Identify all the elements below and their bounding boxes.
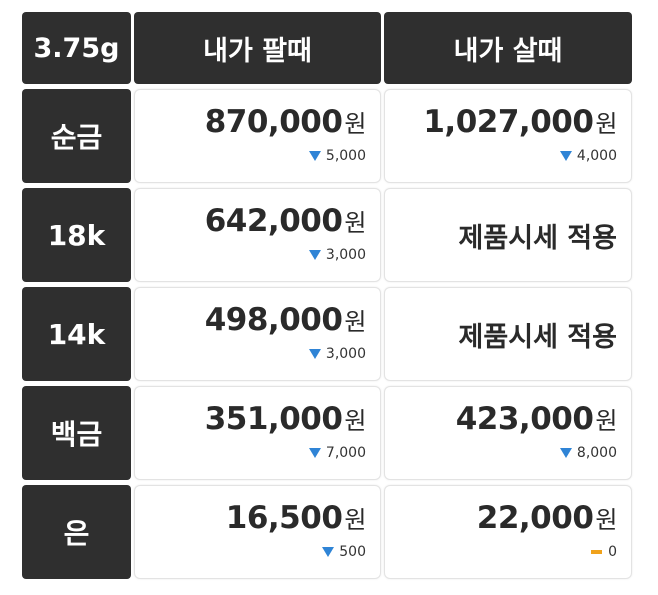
down-arrow-icon [308,250,321,260]
buy-column-header: 내가 살때 [384,12,632,84]
buy-change: 0 [591,544,617,560]
18k-sell-cell: 642,000원 3,000 [134,188,381,282]
18k-buy-cell: 제품시세 적용 [384,188,632,282]
sell-change: 500 [322,544,366,560]
no-change-dash-icon [591,550,603,554]
row-label-18k: 18k [22,188,131,282]
pure-gold-sell-cell: 870,000원 5,000 [134,89,381,183]
buy-price: 22,000원 [476,500,618,536]
gold-price-table: 3.75g 내가 팔때 내가 살때 순금 870,000원 5,000 1,02… [22,12,632,579]
down-arrow-icon [308,448,321,458]
sell-price: 16,500원 [225,500,367,536]
row-label-pure-gold: 순금 [22,89,131,183]
sell-change: 7,000 [308,445,366,461]
silver-buy-cell: 22,000원 0 [384,485,632,579]
down-arrow-icon [308,151,321,161]
sell-change: 3,000 [308,247,366,263]
buy-change: 4,000 [559,148,617,164]
14k-sell-cell: 498,000원 3,000 [134,287,381,381]
sell-column-header: 내가 팔때 [134,12,381,84]
sell-price: 870,000원 [204,104,367,140]
buy-price: 423,000원 [455,401,618,437]
sell-price: 498,000원 [204,302,367,338]
row-label-14k: 14k [22,287,131,381]
sell-change: 3,000 [308,346,366,362]
row-label-platinum: 백금 [22,386,131,480]
product-price-note: 제품시세 적용 [458,321,617,353]
row-label-silver: 은 [22,485,131,579]
platinum-buy-cell: 423,000원 8,000 [384,386,632,480]
down-arrow-icon [308,349,321,359]
down-arrow-icon [559,151,572,161]
14k-buy-cell: 제품시세 적용 [384,287,632,381]
down-arrow-icon [559,448,572,458]
platinum-sell-cell: 351,000원 7,000 [134,386,381,480]
product-price-note: 제품시세 적용 [458,222,617,254]
silver-sell-cell: 16,500원 500 [134,485,381,579]
pure-gold-buy-cell: 1,027,000원 4,000 [384,89,632,183]
sell-price: 642,000원 [204,203,367,239]
buy-price: 1,027,000원 [423,104,617,140]
down-arrow-icon [322,547,335,557]
weight-header: 3.75g [22,12,131,84]
sell-change: 5,000 [308,148,366,164]
sell-price: 351,000원 [204,401,367,437]
buy-change: 8,000 [559,445,617,461]
